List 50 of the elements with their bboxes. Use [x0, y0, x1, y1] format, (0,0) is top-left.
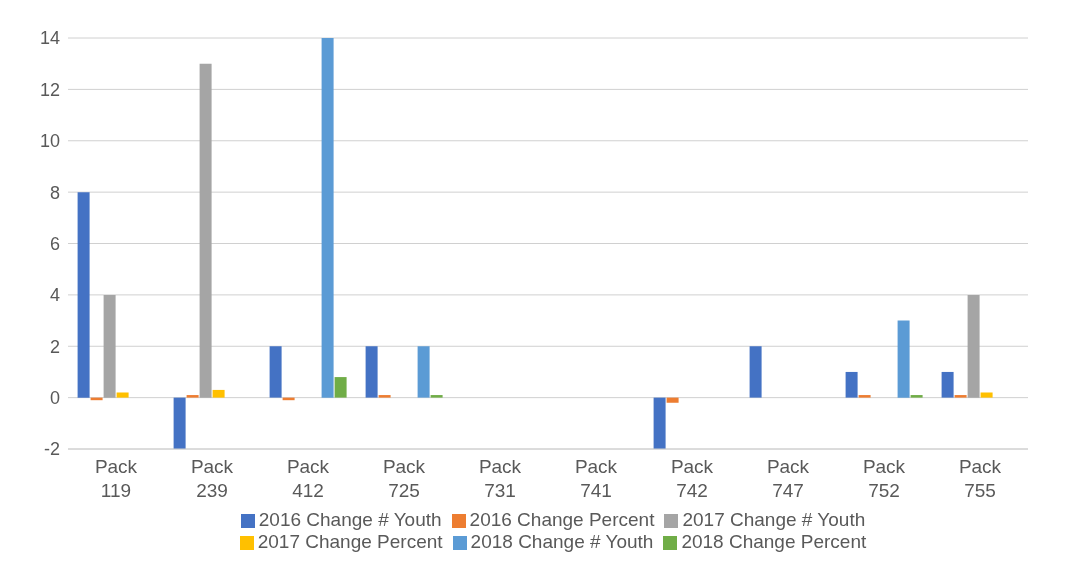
- y-tick-label: 10: [39, 131, 60, 152]
- x-tick-label: Pack 725: [382, 456, 426, 501]
- bar: [666, 397, 679, 403]
- legend-label: 2018 Change # Youth: [470, 531, 654, 552]
- bar: [212, 389, 225, 398]
- legend-label: 2016 Change # Youth: [258, 509, 442, 530]
- x-tick-label: Pack 412: [286, 456, 330, 501]
- bar: [417, 346, 430, 398]
- bar: [269, 346, 282, 398]
- legend-label: 2018 Change Percent: [681, 531, 867, 552]
- y-tick-label: 0: [49, 388, 60, 409]
- y-tick-label: -2: [43, 439, 60, 460]
- bar: [653, 397, 666, 449]
- bar: [365, 346, 378, 398]
- bar: [858, 395, 871, 398]
- y-tick-label: 4: [49, 285, 60, 306]
- y-tick-label: 2: [49, 336, 60, 357]
- x-tick-label: Pack 731: [478, 456, 522, 501]
- legend-label: 2016 Change Percent: [469, 509, 655, 530]
- bar: [173, 397, 186, 449]
- y-tick-label: 14: [39, 28, 60, 49]
- bar: [967, 294, 980, 398]
- x-tick-label: Pack 741: [574, 456, 618, 501]
- bar: [749, 346, 762, 398]
- x-tick-label: Pack 742: [670, 456, 714, 501]
- x-tick-label: Pack 747: [766, 456, 810, 501]
- x-tick-label: Pack 755: [958, 456, 1002, 501]
- bar: [910, 395, 923, 398]
- bar: [186, 395, 199, 398]
- bar: [954, 395, 967, 398]
- bar: [103, 294, 116, 398]
- y-tick-label: 12: [39, 79, 60, 100]
- x-tick-label: Pack 119: [94, 456, 138, 501]
- x-tick-label: Pack 752: [862, 456, 906, 501]
- bar: [77, 192, 90, 398]
- bar: [845, 371, 858, 398]
- bar: [378, 395, 391, 398]
- bar: [334, 377, 347, 398]
- bar: [199, 63, 212, 398]
- y-tick-label: 6: [49, 233, 60, 254]
- bar: [430, 395, 443, 398]
- y-tick-label: 8: [49, 182, 60, 203]
- bar: [980, 392, 993, 398]
- bar: [116, 392, 129, 398]
- bar: [897, 320, 910, 398]
- x-tick-label: Pack 239: [190, 456, 234, 501]
- bar: [321, 38, 334, 398]
- legend-label: 2017 Change # Youth: [682, 509, 866, 530]
- legend-label: 2017 Change Percent: [257, 531, 443, 552]
- bar: [941, 371, 954, 398]
